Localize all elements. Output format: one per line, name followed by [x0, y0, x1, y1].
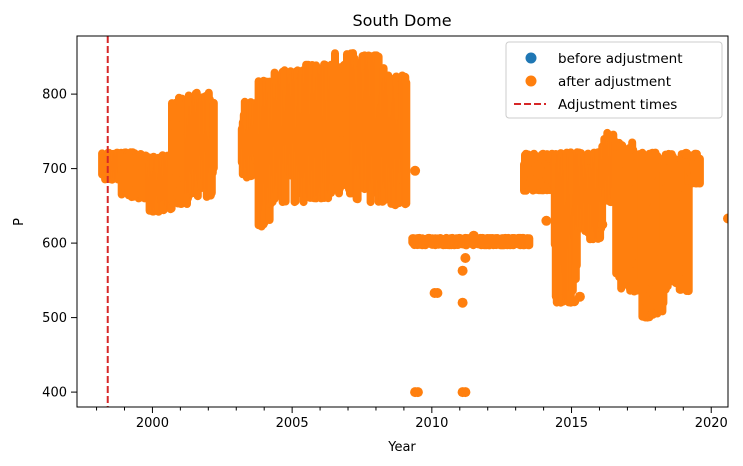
series-after-adjustment: [98, 49, 728, 398]
legend-label: before adjustment: [558, 51, 683, 67]
data-segment: [330, 49, 357, 198]
x-tick-label: 2000: [136, 416, 169, 431]
chart-title: South Dome: [352, 11, 451, 30]
data-point: [541, 215, 552, 226]
data-point: [457, 265, 468, 276]
data-point: [412, 387, 423, 398]
data-point: [597, 219, 608, 230]
legend-label: Adjustment times: [558, 97, 677, 113]
data-segment: [380, 71, 411, 210]
y-axis-title: P: [12, 218, 27, 226]
data-point: [410, 165, 421, 176]
legend-entry: Adjustment times: [514, 97, 677, 113]
data-streak: [695, 154, 704, 188]
data-point: [432, 288, 443, 298]
data-point: [723, 213, 728, 224]
legend-entry: after adjustment: [525, 74, 671, 90]
data-streak: [402, 78, 411, 208]
data-segment: [550, 148, 581, 307]
data-segment: [612, 138, 646, 296]
data-segment: [408, 233, 534, 250]
y-tick-label: 500: [42, 311, 67, 326]
data-segment: [684, 149, 704, 188]
legend-entry: before adjustment: [525, 51, 683, 67]
data-point: [468, 230, 479, 241]
axes-frame: [76, 35, 729, 408]
y-tick-label: 800: [42, 88, 67, 103]
legend-marker: [525, 52, 537, 64]
data-streak: [525, 234, 534, 250]
x-tick-label: 2020: [695, 416, 728, 431]
legend-label: after adjustment: [558, 74, 671, 90]
data-point: [574, 291, 585, 302]
x-axis-title: Year: [387, 440, 416, 455]
plot-clip-group: [98, 49, 728, 398]
x-tick-label: 2015: [555, 416, 588, 431]
x-tick-label: 2010: [415, 416, 448, 431]
x-tick-label: 2005: [276, 416, 309, 431]
data-segment: [184, 88, 218, 201]
y-tick-label: 600: [42, 237, 67, 252]
data-streak: [209, 98, 218, 173]
plot-area: [98, 36, 728, 407]
data-point: [647, 308, 658, 319]
legend-marker: [525, 75, 537, 87]
y-tick-label: 700: [42, 162, 67, 177]
data-streak: [684, 166, 693, 296]
axes: 2000 2005 2010 2015 2020 400 500 600 700 800: [42, 35, 729, 431]
data-segment: [637, 148, 668, 322]
data-point: [460, 253, 471, 263]
data-point: [460, 387, 471, 398]
legend: before adjustment after adjustment Adjustm…: [505, 41, 723, 119]
data-point: [457, 297, 468, 308]
y-tick-label: 400: [42, 386, 67, 401]
legend-box: [505, 41, 723, 119]
data-point: [681, 148, 692, 159]
data-segment: [659, 149, 693, 296]
